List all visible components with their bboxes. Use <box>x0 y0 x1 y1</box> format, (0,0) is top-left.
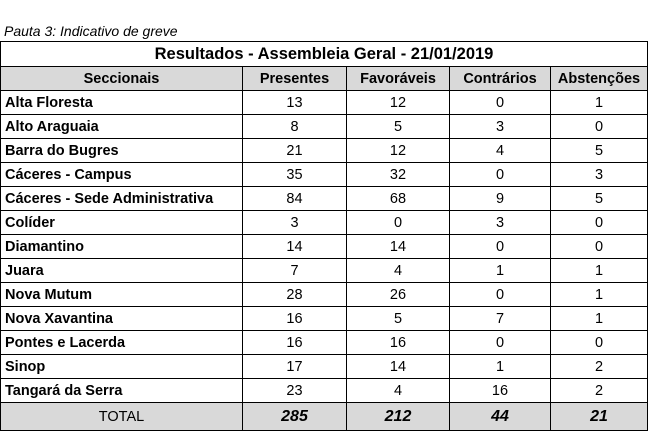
cell-contrarios: 0 <box>449 90 551 115</box>
cell-favoraveis: 4 <box>346 258 450 283</box>
total-abstencoes: 21 <box>550 402 648 431</box>
cell-abstencoes: 0 <box>550 234 648 259</box>
cell-seccional: Nova Mutum <box>0 282 243 307</box>
cell-seccional: Juara <box>0 258 243 283</box>
cell-presentes: 16 <box>242 330 347 355</box>
cell-contrarios: 3 <box>449 114 551 139</box>
table-row: Barra do Bugres 21 12 4 5 <box>0 138 648 163</box>
cell-contrarios: 1 <box>449 258 551 283</box>
cell-abstencoes: 2 <box>550 378 648 403</box>
cell-presentes: 84 <box>242 186 347 211</box>
total-presentes: 285 <box>242 402 347 431</box>
cell-presentes: 23 <box>242 378 347 403</box>
cell-abstencoes: 1 <box>550 90 648 115</box>
total-label: TOTAL <box>0 402 243 431</box>
cell-contrarios: 0 <box>449 162 551 187</box>
header-seccionais: Seccionais <box>0 66 243 91</box>
table-row: Nova Xavantina 16 5 7 1 <box>0 306 648 331</box>
table-row: Tangará da Serra 23 4 16 2 <box>0 378 648 403</box>
cell-favoraveis: 5 <box>346 306 450 331</box>
cell-presentes: 3 <box>242 210 347 235</box>
cell-abstencoes: 0 <box>550 210 648 235</box>
cell-abstencoes: 0 <box>550 114 648 139</box>
cell-presentes: 35 <box>242 162 347 187</box>
cell-presentes: 7 <box>242 258 347 283</box>
header-favoraveis: Favoráveis <box>346 66 450 91</box>
cell-presentes: 17 <box>242 354 347 379</box>
table-row: Alto Araguaia 8 5 3 0 <box>0 114 648 139</box>
table-row: Cáceres - Sede Administrativa 84 68 9 5 <box>0 186 648 211</box>
table-row: Juara 7 4 1 1 <box>0 258 648 283</box>
cell-seccional: Nova Xavantina <box>0 306 243 331</box>
cell-presentes: 14 <box>242 234 347 259</box>
caption: Pauta 3: Indicativo de greve <box>4 23 178 39</box>
total-row: TOTAL 285 212 44 21 <box>0 402 648 431</box>
cell-contrarios: 0 <box>449 330 551 355</box>
cell-seccional: Alto Araguaia <box>0 114 243 139</box>
cell-abstencoes: 1 <box>550 282 648 307</box>
cell-seccional: Sinop <box>0 354 243 379</box>
header-contrarios: Contrários <box>449 66 551 91</box>
cell-contrarios: 7 <box>449 306 551 331</box>
cell-abstencoes: 5 <box>550 138 648 163</box>
header-presentes: Presentes <box>242 66 347 91</box>
cell-favoraveis: 14 <box>346 234 450 259</box>
cell-abstencoes: 0 <box>550 330 648 355</box>
cell-contrarios: 16 <box>449 378 551 403</box>
cell-seccional: Alta Floresta <box>0 90 243 115</box>
cell-seccional: Tangará da Serra <box>0 378 243 403</box>
cell-contrarios: 4 <box>449 138 551 163</box>
cell-abstencoes: 1 <box>550 258 648 283</box>
cell-abstencoes: 2 <box>550 354 648 379</box>
cell-presentes: 16 <box>242 306 347 331</box>
cell-favoraveis: 0 <box>346 210 450 235</box>
cell-seccional: Colíder <box>0 210 243 235</box>
cell-favoraveis: 5 <box>346 114 450 139</box>
table-row: Pontes e Lacerda 16 16 0 0 <box>0 330 648 355</box>
total-contrarios: 44 <box>449 402 551 431</box>
header-abstencoes: Abstenções <box>550 66 648 91</box>
total-favoraveis: 212 <box>346 402 450 431</box>
cell-seccional: Cáceres - Sede Administrativa <box>0 186 243 211</box>
table-row: Sinop 17 14 1 2 <box>0 354 648 379</box>
table-row: Cáceres - Campus 35 32 0 3 <box>0 162 648 187</box>
cell-contrarios: 0 <box>449 282 551 307</box>
cell-abstencoes: 1 <box>550 306 648 331</box>
table-row: Colíder 3 0 3 0 <box>0 210 648 235</box>
cell-favoraveis: 12 <box>346 138 450 163</box>
cell-seccional: Barra do Bugres <box>0 138 243 163</box>
table-title: Resultados - Assembleia Geral - 21/01/20… <box>0 41 648 67</box>
table-row: Diamantino 14 14 0 0 <box>0 234 648 259</box>
cell-seccional: Diamantino <box>0 234 243 259</box>
cell-abstencoes: 3 <box>550 162 648 187</box>
cell-favoraveis: 14 <box>346 354 450 379</box>
cell-contrarios: 1 <box>449 354 551 379</box>
cell-contrarios: 3 <box>449 210 551 235</box>
header-row: Seccionais Presentes Favoráveis Contrári… <box>0 66 648 91</box>
cell-abstencoes: 5 <box>550 186 648 211</box>
cell-favoraveis: 4 <box>346 378 450 403</box>
cell-presentes: 8 <box>242 114 347 139</box>
cell-favoraveis: 12 <box>346 90 450 115</box>
cell-seccional: Cáceres - Campus <box>0 162 243 187</box>
cell-presentes: 21 <box>242 138 347 163</box>
cell-presentes: 13 <box>242 90 347 115</box>
table-row: Nova Mutum 28 26 0 1 <box>0 282 648 307</box>
cell-favoraveis: 16 <box>346 330 450 355</box>
table-row: Alta Floresta 13 12 0 1 <box>0 90 648 115</box>
results-table: Resultados - Assembleia Geral - 21/01/20… <box>0 41 648 431</box>
cell-favoraveis: 32 <box>346 162 450 187</box>
cell-contrarios: 9 <box>449 186 551 211</box>
cell-favoraveis: 26 <box>346 282 450 307</box>
cell-contrarios: 0 <box>449 234 551 259</box>
cell-presentes: 28 <box>242 282 347 307</box>
cell-favoraveis: 68 <box>346 186 450 211</box>
cell-seccional: Pontes e Lacerda <box>0 330 243 355</box>
